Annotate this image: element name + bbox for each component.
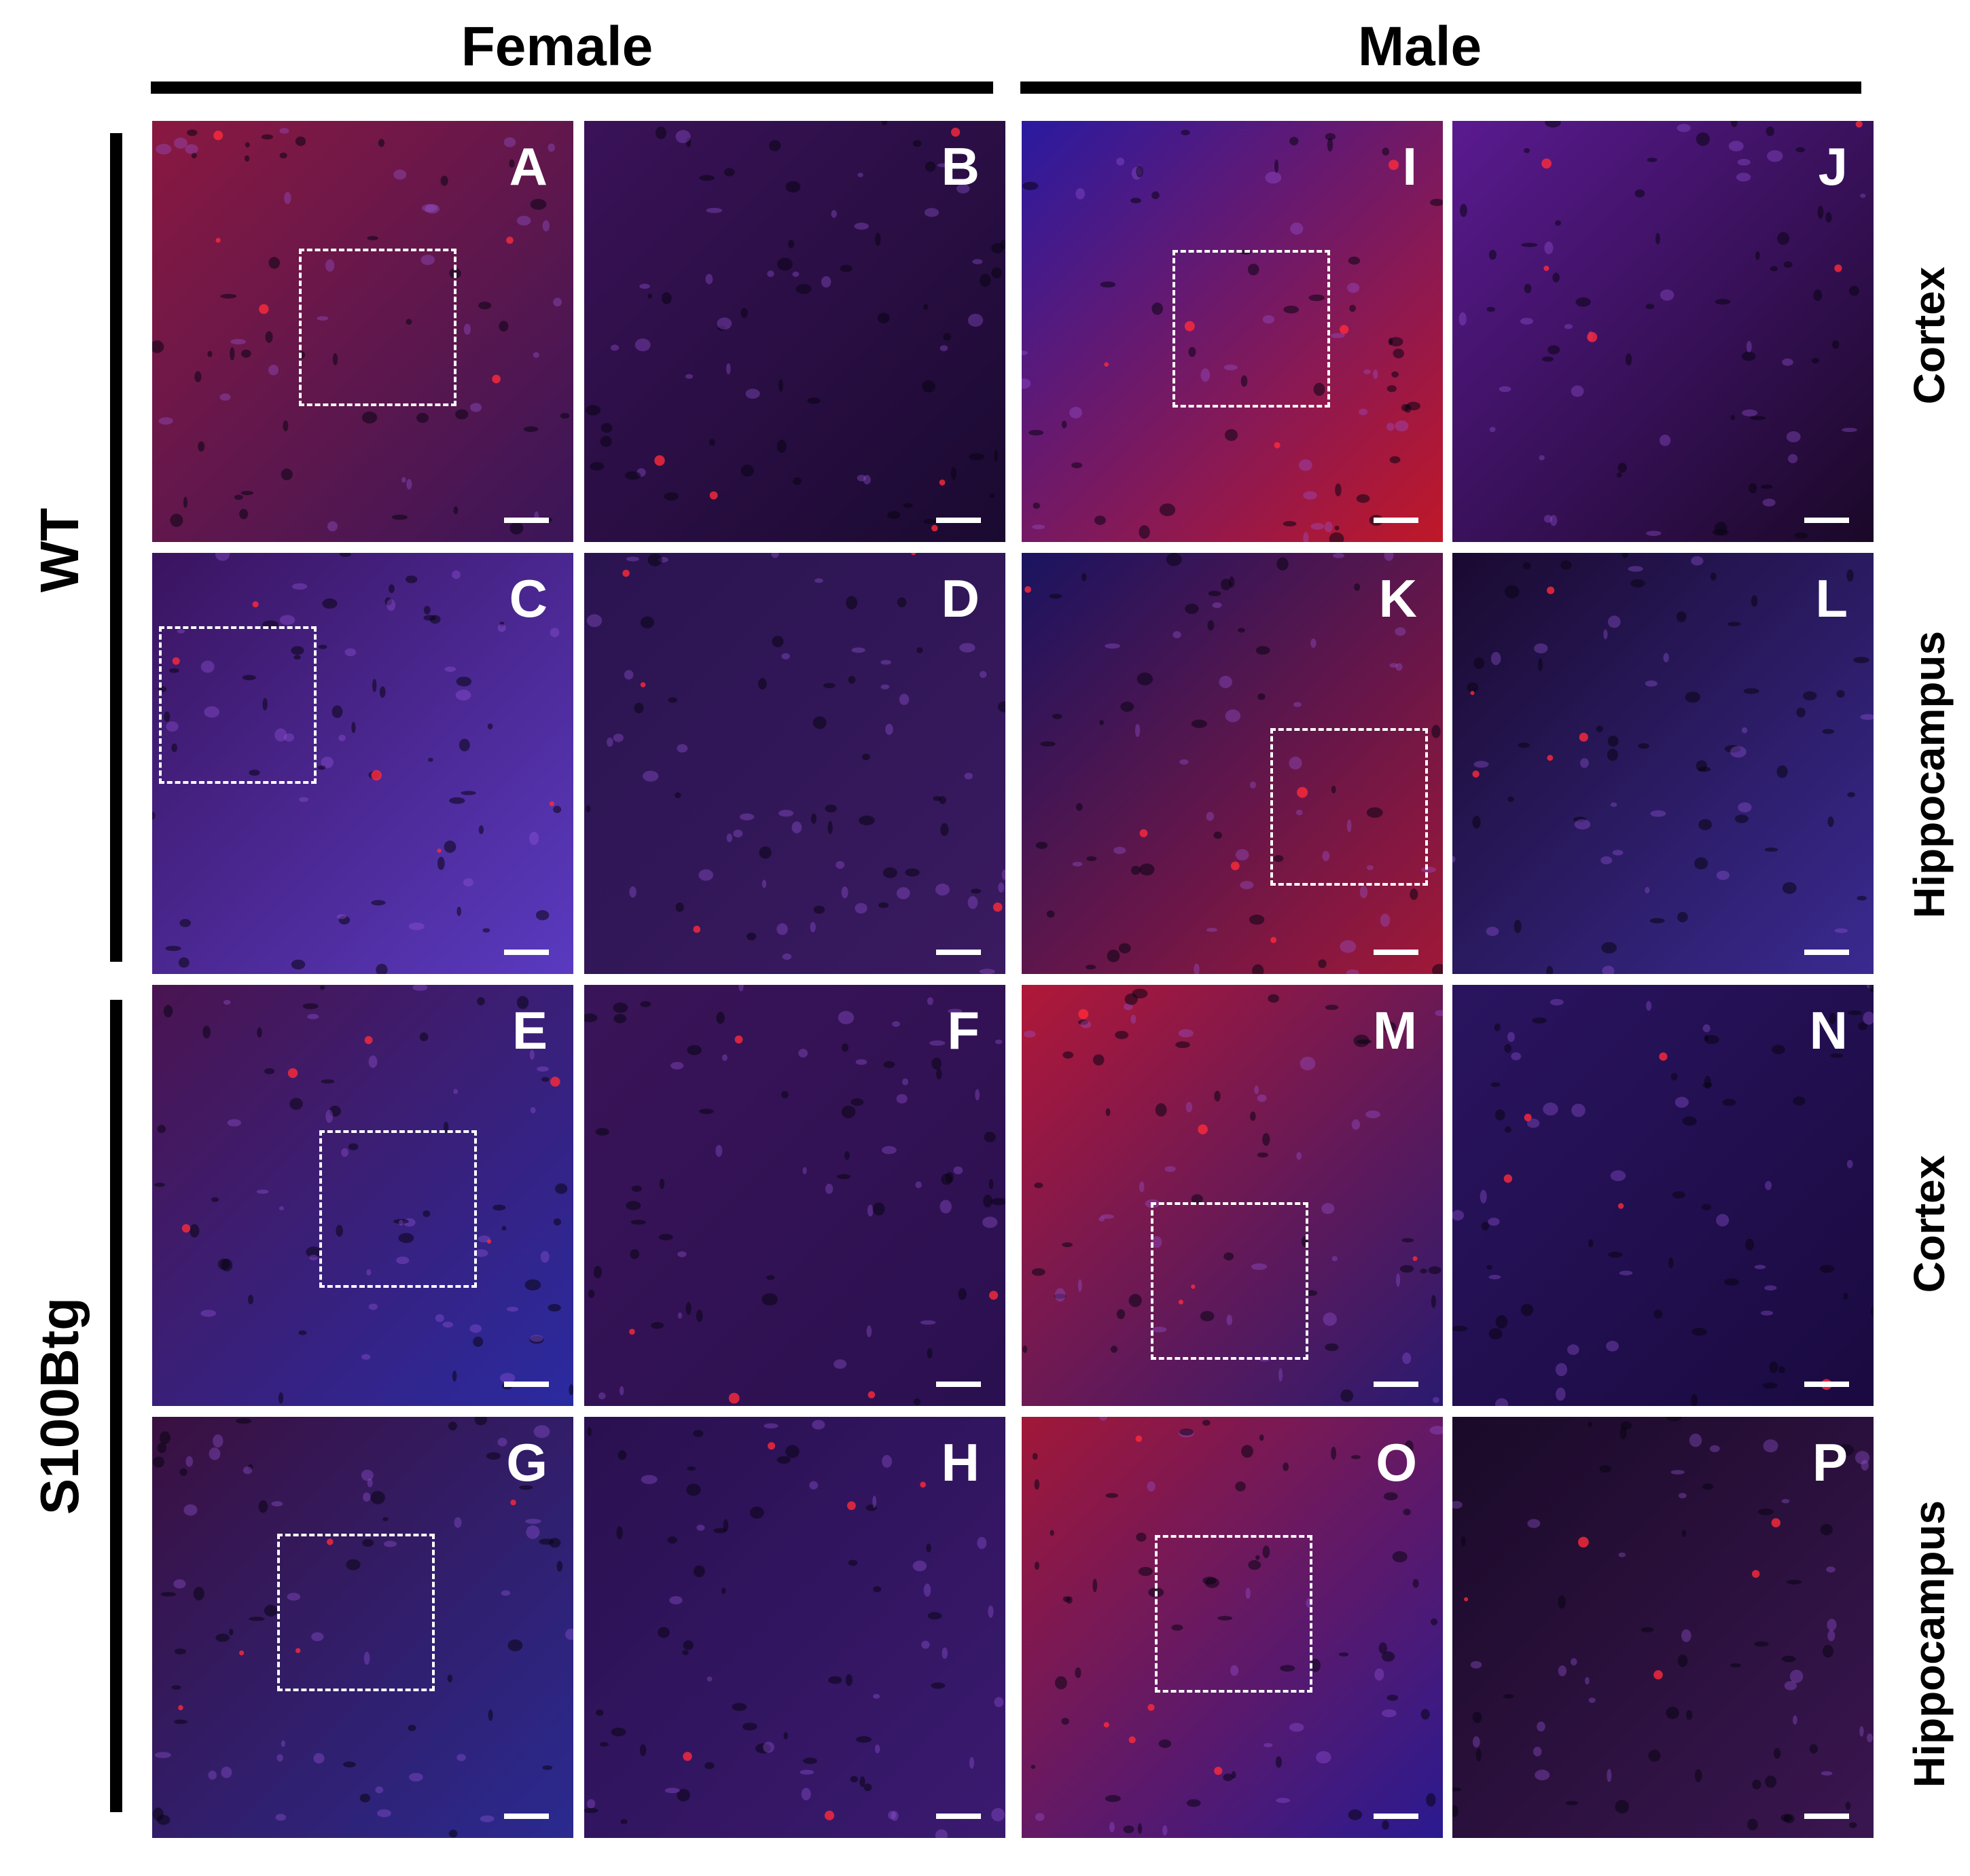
- female-header-bar: [151, 82, 993, 94]
- zoom-region-box: [1270, 728, 1428, 886]
- micrograph-image: [1022, 1417, 1443, 1838]
- panel-o: O: [1022, 1417, 1443, 1838]
- panel-a: A: [152, 121, 573, 542]
- micrograph-image: [584, 121, 1005, 542]
- zoom-region-box: [159, 626, 317, 784]
- panel-j: J: [1452, 121, 1874, 542]
- scale-bar: [504, 518, 549, 523]
- region-label-hippocampus-tg: Hippocampus: [1905, 1500, 1954, 1788]
- column-header-male: Male: [1357, 16, 1482, 77]
- panel-h: H: [584, 1417, 1005, 1838]
- micrograph-image: [152, 553, 573, 974]
- micrograph-image: [1452, 1417, 1874, 1838]
- panel-letter: A: [509, 137, 548, 196]
- panel-letter: I: [1402, 137, 1417, 196]
- panel-letter: N: [1809, 1000, 1848, 1060]
- panel-n: N: [1452, 985, 1874, 1406]
- micrograph-image: [584, 1417, 1005, 1838]
- column-header-female: Female: [461, 16, 653, 77]
- wt-row-bar: [110, 133, 122, 962]
- micrograph-image: [1022, 553, 1443, 974]
- panel-letter: E: [512, 1000, 548, 1060]
- zoom-region-box: [1155, 1535, 1312, 1693]
- panel-k: K: [1022, 553, 1443, 974]
- panel-letter: G: [506, 1432, 548, 1492]
- panel-letter: K: [1378, 569, 1417, 628]
- scale-bar: [1374, 1814, 1418, 1819]
- region-label-hippocampus-wt: Hippocampus: [1905, 630, 1954, 918]
- micrograph-image: [152, 985, 573, 1406]
- scale-bar: [1804, 950, 1849, 955]
- panel-p: P: [1452, 1417, 1874, 1838]
- zoom-region-box: [1172, 250, 1330, 408]
- panel-b: B: [584, 121, 1005, 542]
- zoom-region-box: [1151, 1202, 1308, 1360]
- panel-l: L: [1452, 553, 1874, 974]
- male-header-bar: [1020, 82, 1861, 94]
- panel-e: E: [152, 985, 573, 1406]
- panel-c: C: [152, 553, 573, 974]
- micrograph-image: [152, 121, 573, 542]
- panel-i: I: [1022, 121, 1443, 542]
- scale-bar: [1374, 1382, 1418, 1387]
- panel-g: G: [152, 1417, 573, 1838]
- scale-bar: [936, 1382, 981, 1387]
- panel-f: F: [584, 985, 1005, 1406]
- region-label-cortex-wt: Cortex: [1905, 266, 1954, 405]
- micrograph-image: [1452, 121, 1874, 542]
- zoom-region-box: [277, 1534, 435, 1691]
- scale-bar: [936, 518, 981, 523]
- panel-m: M: [1022, 985, 1443, 1406]
- panel-letter: P: [1812, 1432, 1848, 1492]
- scale-bar: [1804, 518, 1849, 523]
- scale-bar: [1374, 950, 1418, 955]
- micrograph-image: [1452, 553, 1874, 974]
- scale-bar: [1804, 1382, 1849, 1387]
- panel-d: D: [584, 553, 1005, 974]
- panel-letter: F: [947, 1000, 980, 1060]
- scale-bar: [504, 1814, 549, 1819]
- scale-bar: [936, 950, 981, 955]
- panel-letter: M: [1373, 1000, 1417, 1060]
- micrograph-image: [1022, 985, 1443, 1406]
- scale-bar: [504, 1382, 549, 1387]
- scale-bar: [1374, 518, 1418, 523]
- panel-letter: D: [941, 569, 980, 628]
- row-label-s100btg: S100Btg: [29, 1297, 90, 1515]
- panel-letter: B: [941, 137, 980, 196]
- panel-letter: L: [1815, 569, 1848, 628]
- zoom-region-box: [319, 1130, 477, 1288]
- micrograph-image: [584, 553, 1005, 974]
- panel-letter: C: [509, 569, 548, 628]
- tg-row-bar: [110, 1000, 122, 1812]
- scale-bar: [504, 950, 549, 955]
- scale-bar: [936, 1814, 981, 1819]
- micrograph-image: [1452, 985, 1874, 1406]
- micrograph-image: [1022, 121, 1443, 542]
- scale-bar: [1804, 1814, 1849, 1819]
- panel-letter: J: [1818, 137, 1848, 196]
- zoom-region-box: [299, 249, 456, 406]
- panel-letter: O: [1376, 1432, 1417, 1492]
- micrograph-image: [584, 985, 1005, 1406]
- micrograph-image: [152, 1417, 573, 1838]
- region-label-cortex-tg: Cortex: [1905, 1155, 1954, 1293]
- row-label-wt: WT: [29, 507, 90, 593]
- panel-letter: H: [941, 1432, 980, 1492]
